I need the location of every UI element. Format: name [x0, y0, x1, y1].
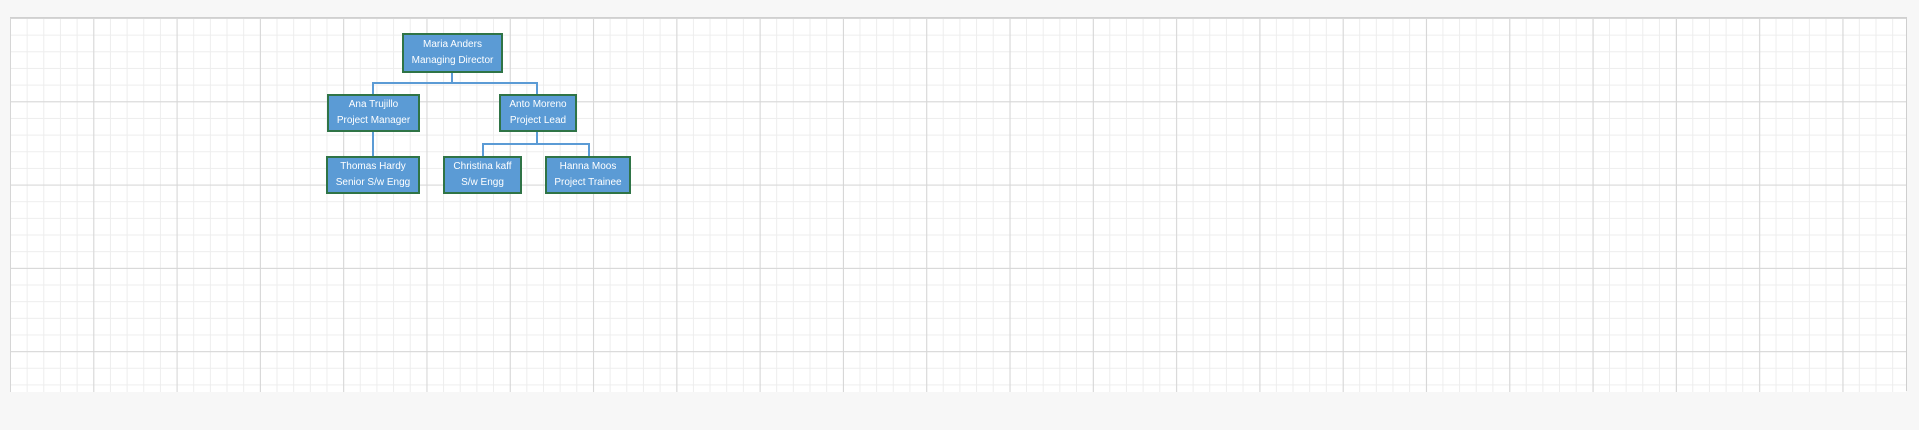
node-name: Christina kaff: [453, 161, 512, 172]
node-title: S/w Engg: [461, 177, 504, 188]
node-name: Hanna Moos: [559, 161, 617, 172]
node-title: Managing Director: [411, 55, 494, 66]
node-name: Thomas Hardy: [340, 161, 406, 172]
page-boundary-line: [1906, 17, 1907, 391]
node-title: Senior S/w Engg: [335, 177, 411, 188]
node-title: Project Manager: [336, 115, 411, 126]
node-hanna-moos[interactable]: Hanna Moos Project Trainee: [545, 156, 631, 194]
node-thomas-hardy[interactable]: Thomas Hardy Senior S/w Engg: [326, 156, 420, 194]
node-name: Ana Trujillo: [348, 99, 399, 110]
node-title: Project Trainee: [554, 177, 622, 188]
diagram-canvas[interactable]: [10, 17, 1906, 392]
node-anto-moreno[interactable]: Anto Moreno Project Lead: [499, 94, 577, 132]
node-christina-kaff[interactable]: Christina kaff S/w Engg: [443, 156, 522, 194]
node-ana-trujillo[interactable]: Ana Trujillo Project Manager: [327, 94, 420, 132]
node-maria-anders[interactable]: Maria Anders Managing Director: [402, 33, 503, 73]
node-title: Project Lead: [509, 115, 567, 126]
node-name: Maria Anders: [423, 39, 482, 50]
node-name: Anto Moreno: [509, 99, 567, 110]
